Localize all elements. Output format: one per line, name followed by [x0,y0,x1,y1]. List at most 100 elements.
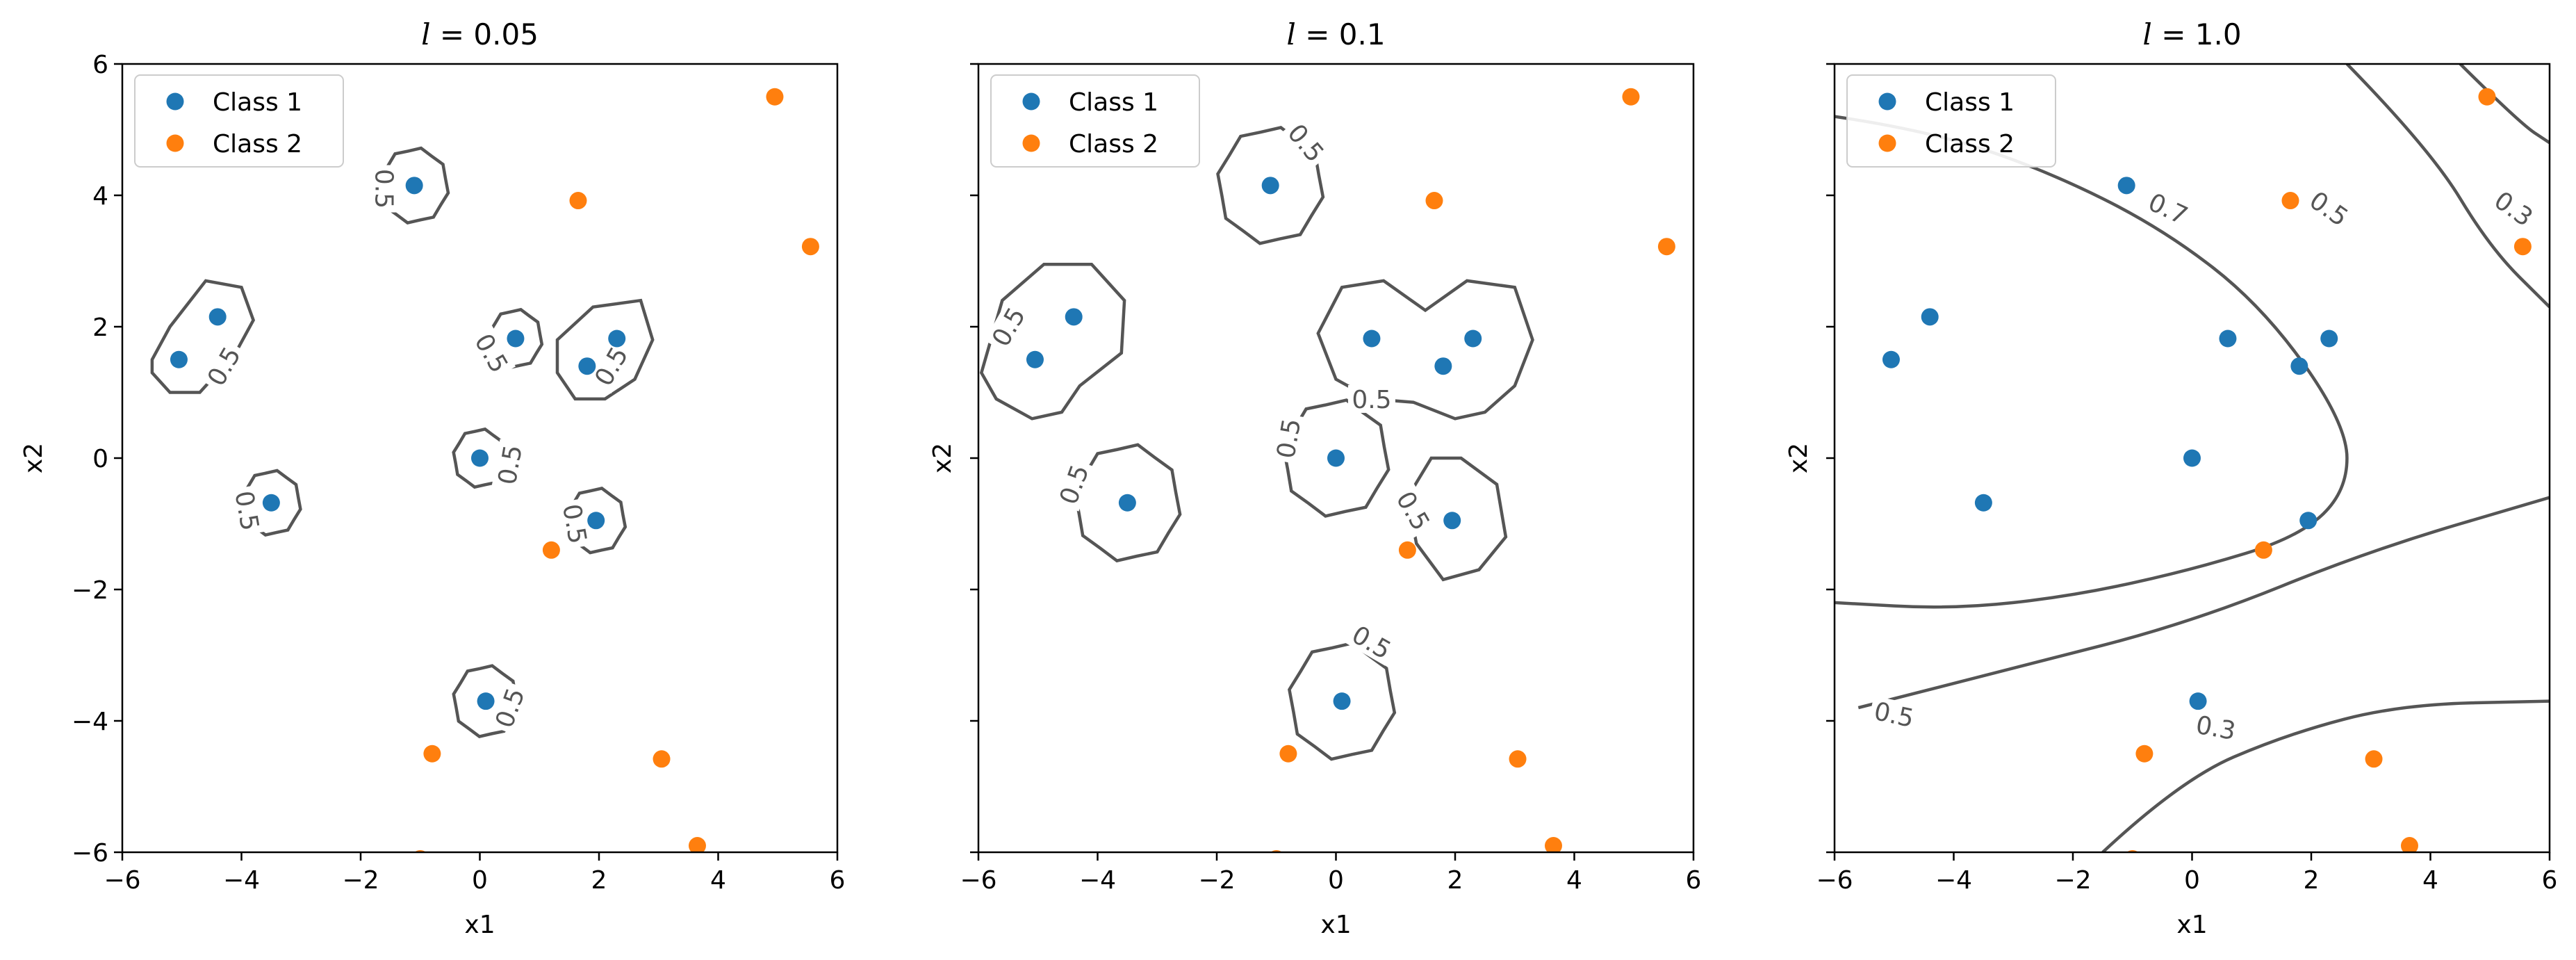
title-variable: l [421,17,430,51]
class-2-point [1425,192,1443,210]
contour-label: 0.5 [493,443,528,487]
class-1-point [2189,692,2207,710]
class-1-point [2183,449,2201,467]
legend-label: Class 2 [213,130,302,158]
x-axis-label: x1 [464,911,495,939]
panel-title: l = 1.0 [2142,17,2241,51]
x-tick-label: −6 [1816,866,1853,895]
contour-line [2101,699,2550,852]
legend-box [1846,74,2056,168]
class-1-point [507,330,525,348]
panel-1: l = 0.050.50.5 0.5 0.50.50.5 0.50.5−6 −4 −2 0 2… [19,17,845,939]
contour-label-bg [1389,483,1438,539]
contour-label-bg [1052,457,1095,512]
x-tick-label: −6 [960,866,996,895]
x-tick-label: 2 [1447,866,1463,895]
class-1-point [170,350,188,368]
y-tick-label: −2 [72,576,108,605]
legend-marker [1022,134,1040,152]
legend-marker [166,134,184,152]
class-1-point [1921,308,1939,326]
class-1-point [477,692,495,710]
contour-label-bg [2140,186,2196,231]
panel-2: l = 0.10.50.50.50.50.50.50.5−6 −4 −2 0 2 4 6x1… [928,17,1701,939]
title-equals: = [2152,17,2195,51]
class-1-point [1327,449,1345,467]
class-1-point [587,512,605,530]
x-tick-label: −2 [342,866,379,895]
y-tick-label: 2 [92,314,108,342]
x-tick-label: −2 [2054,866,2091,895]
contour-line [2345,64,2550,309]
legend: Class 1 Class 2 [134,74,344,168]
legend-box [134,74,344,168]
x-tick-label: −4 [223,866,260,895]
contour-label: 0.5 [1272,416,1306,461]
x-tick-label: 6 [1686,866,1702,895]
contour-lines [979,125,1534,761]
class-1-point [1882,350,1900,368]
x-tick-label: 4 [1566,866,1582,895]
class-2-point [653,750,671,768]
contour-label: 0.3 [2194,711,2238,746]
class-1-point [405,177,423,195]
class-2-point [2135,745,2153,763]
contour-label: 0.5 [229,489,263,533]
class-1-point [1333,692,1351,710]
class-1-point [1026,350,1044,368]
contour-label: 0.5 [369,169,397,209]
title-equals: = [1296,17,1339,51]
class-1-point [1464,330,1482,348]
x-tick-label: 0 [2184,866,2200,895]
class-2-point [1398,541,1416,559]
class-2-point [423,745,441,763]
legend-marker [166,92,184,111]
title-value: 0.1 [1339,17,1386,51]
y-tick-label: −4 [72,708,108,736]
contour-label-bg [488,681,531,735]
class-2-point [688,837,706,852]
title-value: 0.05 [473,17,539,51]
x-tick-label: 0 [472,866,488,895]
contour-label-bg [370,165,399,213]
x-tick-label: 6 [830,866,846,895]
class-1-point [2117,177,2135,195]
legend-marker [1878,92,1896,111]
contour-label-bg [2302,184,2357,234]
class-1-point [1974,494,1992,512]
panel-3: l = 1.00.7 0.5 0.30.5 0.3−6 −4 −2 0 2 4 6x1x2Clas… [1785,17,2557,939]
class-2-point [2400,837,2418,852]
class-1-point [1434,357,1452,375]
legend-box [990,74,1200,168]
legend-label: Class 2 [1925,130,2015,158]
contour-line [1406,456,1508,582]
class-1-point [1363,330,1381,348]
x-tick-label: −6 [104,866,140,895]
class-1-point [2299,512,2317,530]
class-1-point [471,449,489,467]
class-1-point [1443,512,1461,530]
contour-label-bg [1270,412,1306,464]
legend-label: Class 1 [213,88,302,117]
panel-title: l = 0.05 [421,17,539,51]
contour-label-bg [1347,384,1395,413]
contour-label-bg [984,299,1033,355]
contour-line [150,279,256,394]
class-1-point [608,330,626,348]
x-tick-label: −4 [1079,866,1116,895]
class-2-point [2281,192,2299,210]
contour-lines [1835,64,2550,852]
x-tick-label: 2 [2304,866,2320,895]
scatter-points [170,88,819,852]
contour-label-bg [2486,184,2541,234]
contour-line [1857,496,2550,710]
y-tick-label: 6 [92,51,108,79]
contour-label-bg [586,339,635,394]
contour-line [979,262,1126,421]
contour-label-bg [468,325,516,381]
contour-line [1835,115,2349,609]
contour-line [555,298,655,401]
x-tick-label: 0 [1328,866,1344,895]
class-1-point [1118,494,1136,512]
class-1-point [208,308,227,326]
